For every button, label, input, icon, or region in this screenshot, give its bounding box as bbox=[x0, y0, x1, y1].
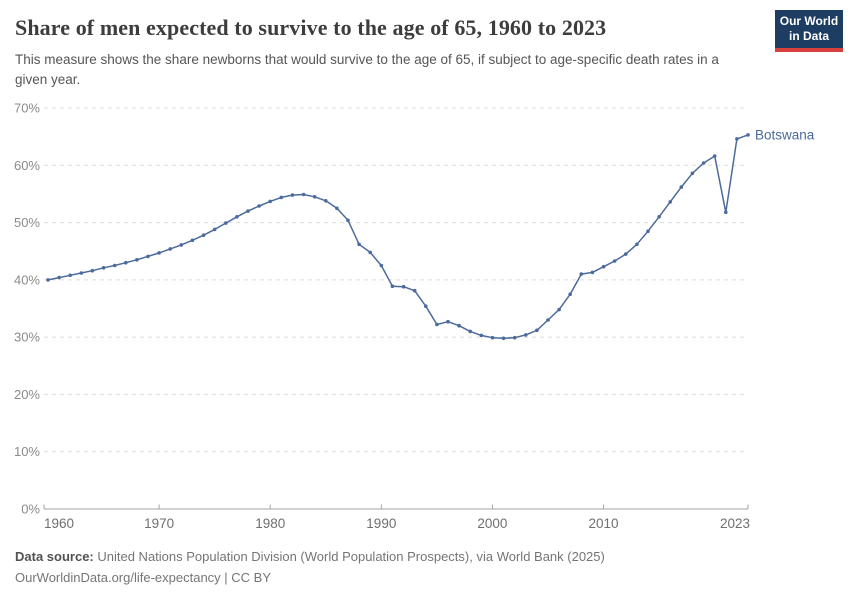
owid-logo-line1: Our World bbox=[779, 14, 839, 28]
svg-text:0%: 0% bbox=[21, 502, 40, 517]
x-axis: 1960 1970 1980 1990 2000 2010 2023 bbox=[43, 504, 750, 531]
series-label-botswana: Botswana bbox=[755, 127, 815, 142]
owid-logo-line2: in Data bbox=[788, 29, 829, 44]
footer-link-line: OurWorldinData.org/life-expectancy | CC … bbox=[15, 568, 605, 589]
svg-text:1960: 1960 bbox=[44, 516, 74, 531]
data-source-text: United Nations Population Division (Worl… bbox=[93, 549, 605, 564]
svg-text:40%: 40% bbox=[14, 272, 40, 287]
footer-license: | CC BY bbox=[220, 569, 272, 585]
svg-text:30%: 30% bbox=[14, 330, 40, 345]
svg-text:2010: 2010 bbox=[589, 516, 619, 531]
svg-text:20%: 20% bbox=[14, 387, 40, 402]
svg-text:60%: 60% bbox=[14, 158, 40, 173]
chart-title: Share of men expected to survive to the … bbox=[15, 15, 607, 40]
svg-text:1980: 1980 bbox=[255, 516, 285, 531]
data-source-line: Data source: United Nations Population D… bbox=[15, 547, 605, 568]
data-source-label: Data source: bbox=[15, 549, 94, 564]
botswana-line-series bbox=[46, 133, 750, 341]
footer-url: OurWorldinData.org/life-expectancy bbox=[15, 569, 221, 585]
svg-text:10%: 10% bbox=[14, 444, 40, 459]
svg-text:2000: 2000 bbox=[477, 516, 507, 531]
svg-text:50%: 50% bbox=[14, 215, 40, 230]
svg-text:2023: 2023 bbox=[720, 516, 750, 531]
chart-subtitle: This measure shows the share newborns th… bbox=[15, 52, 719, 87]
chart-footer: Data source: United Nations Population D… bbox=[15, 547, 605, 588]
svg-text:1970: 1970 bbox=[144, 516, 174, 531]
line-chart-canvas: 0% 10% 20% 30% 40% 50% 60% 70% 1960 1970 1980 1990… bbox=[14, 101, 815, 532]
svg-text:1990: 1990 bbox=[366, 516, 396, 531]
owid-logo: Our World in Data bbox=[775, 10, 843, 52]
svg-text:70%: 70% bbox=[14, 101, 40, 116]
gridlines-and-y-tick-labels: 0% 10% 20% 30% 40% 50% 60% 70% bbox=[14, 101, 748, 517]
